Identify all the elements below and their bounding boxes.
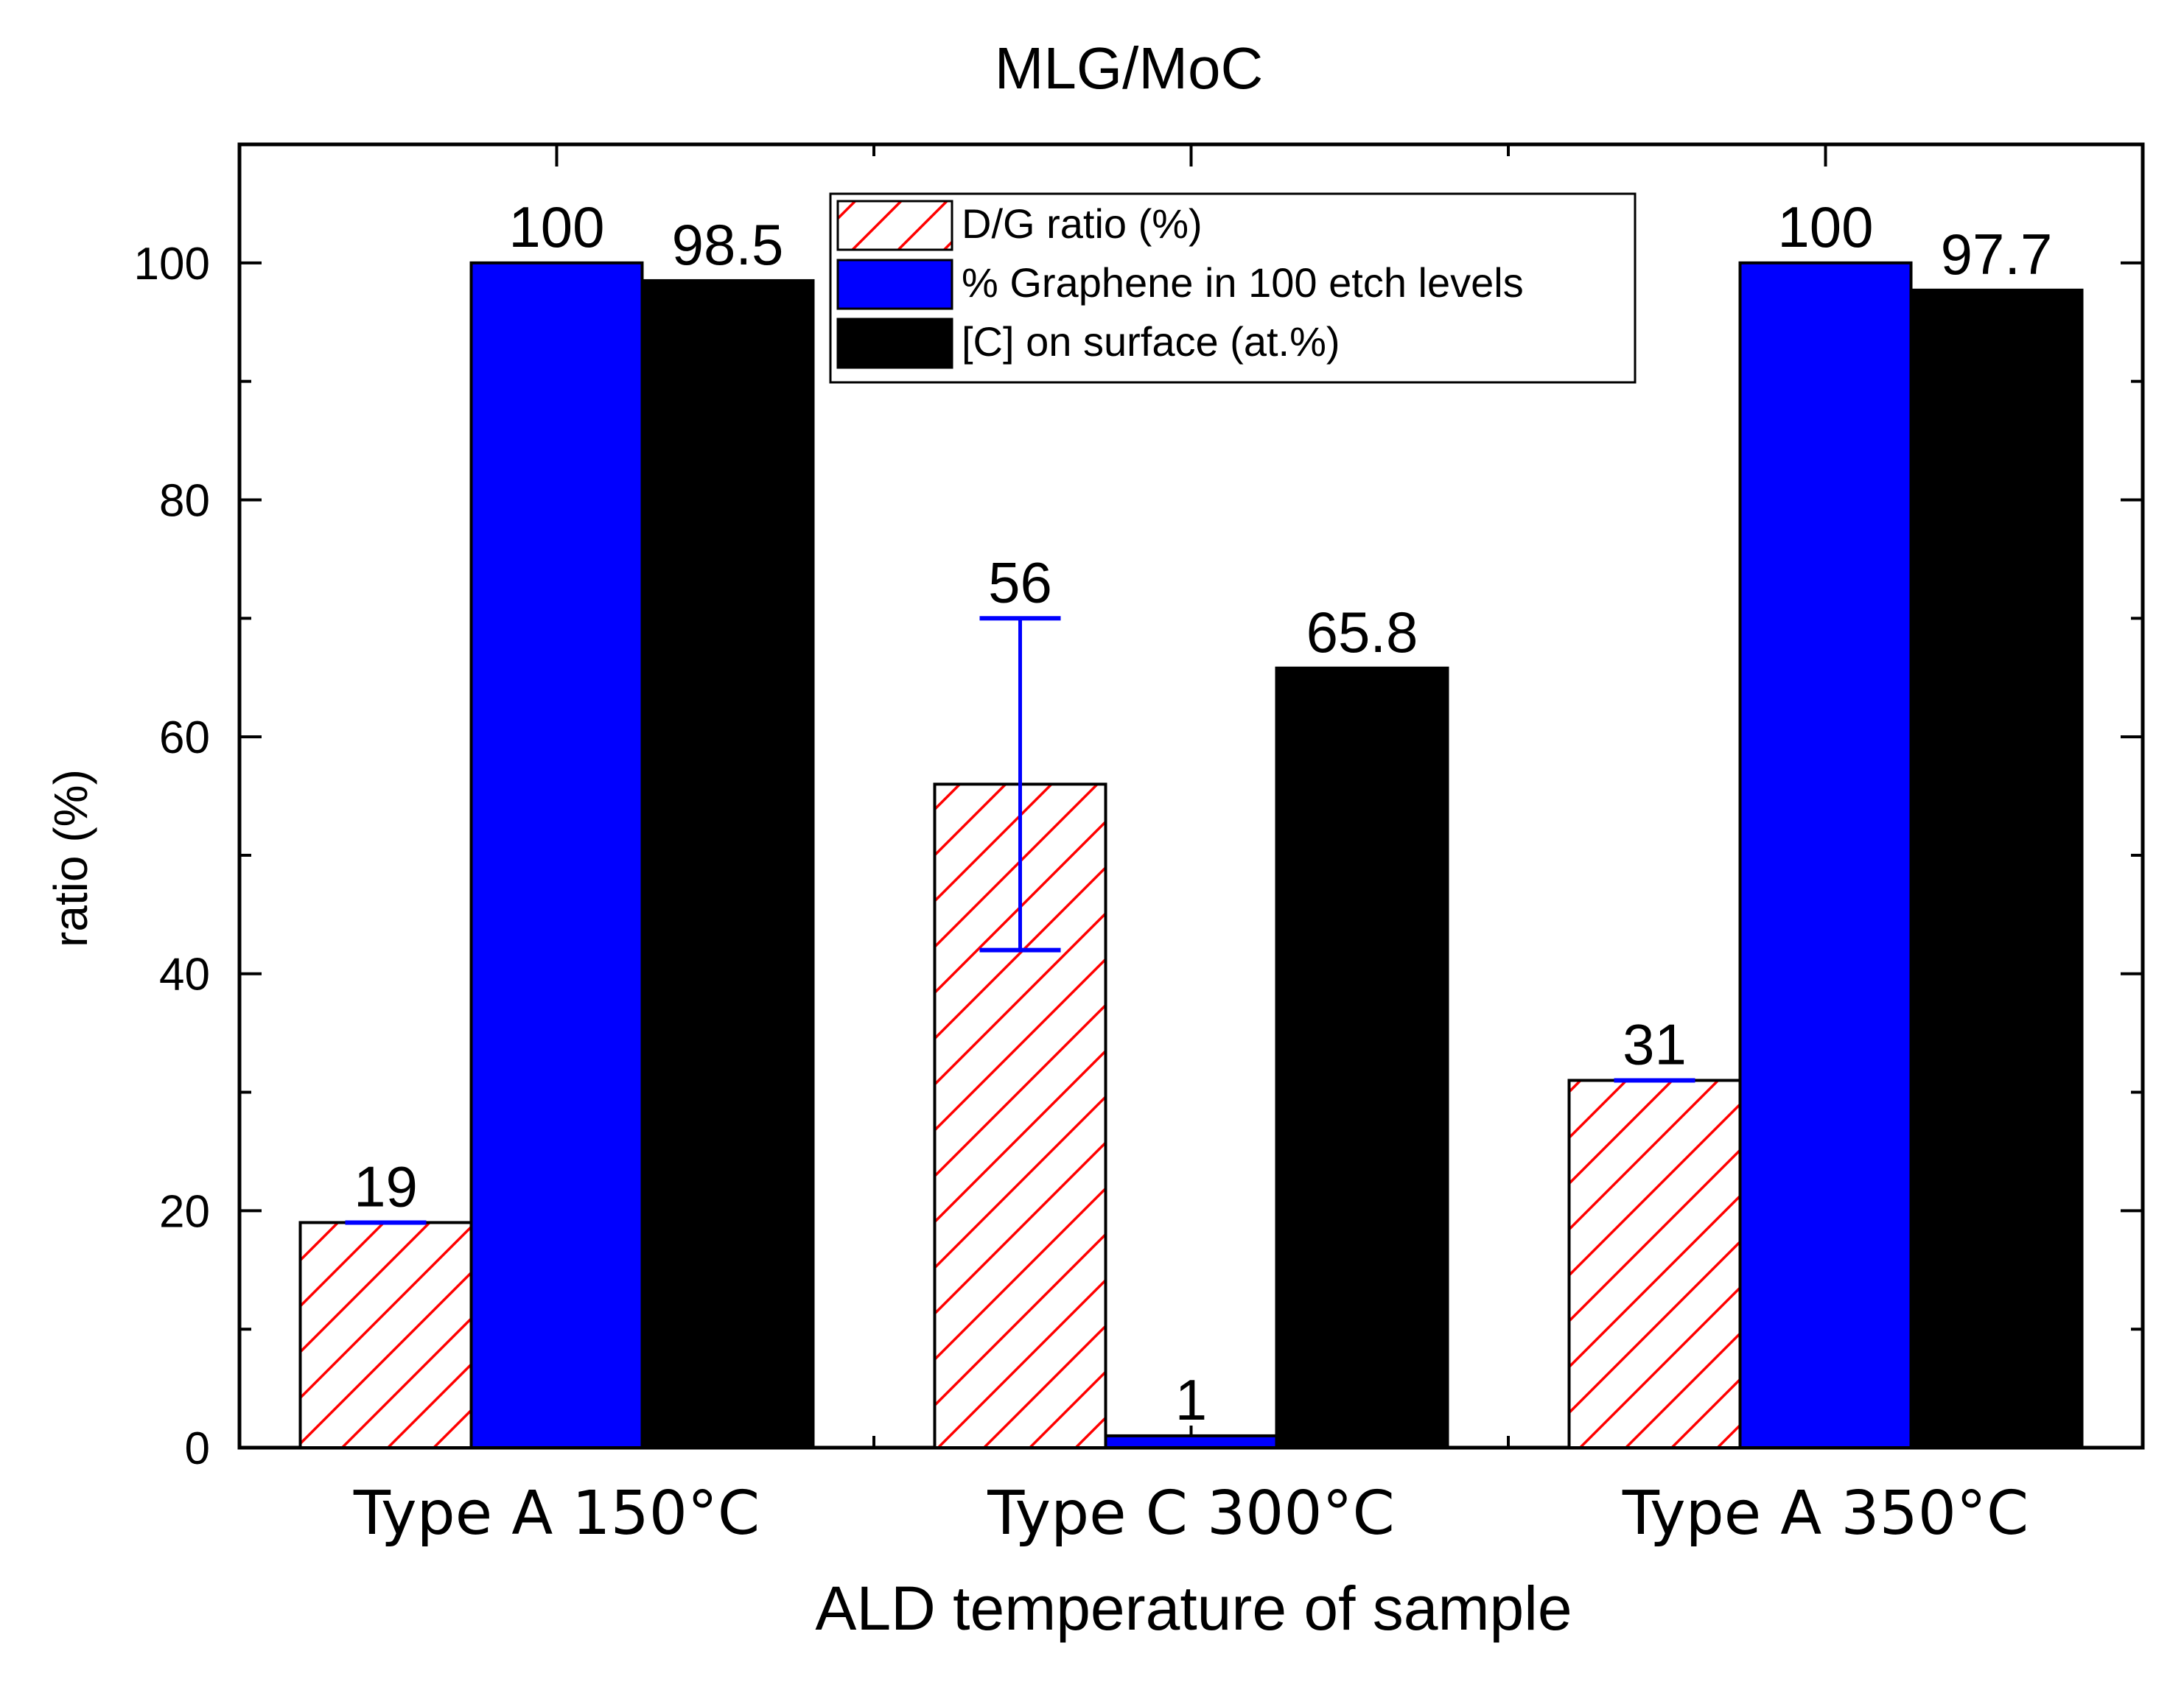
y-axis-label: ratio (%) (44, 769, 97, 947)
y-tick-label: 80 (159, 475, 210, 526)
legend-label: D/G ratio (%) (962, 200, 1203, 247)
chart-title: MLG/MoC (995, 35, 1264, 101)
legend-swatch (836, 200, 953, 251)
x-tick-label: Type A 150°C (353, 1479, 760, 1549)
data-label: 100 (1777, 194, 1873, 259)
data-label: 100 (508, 194, 604, 259)
data-label: 31 (1623, 1012, 1687, 1076)
bar (469, 261, 644, 1449)
bar (1738, 261, 1913, 1449)
bar (1567, 1079, 1742, 1449)
data-label: 65.8 (1306, 600, 1418, 665)
legend-label: % Graphene in 100 etch levels (962, 259, 1524, 306)
legend-swatch (836, 259, 953, 310)
x-tick-label: Type C 300°C (987, 1479, 1395, 1549)
y-tick-label: 0 (185, 1423, 210, 1474)
data-label: 19 (354, 1154, 418, 1219)
y-tick-label: 60 (159, 712, 210, 763)
data-label: 56 (988, 550, 1052, 614)
y-tick-label: 20 (159, 1186, 210, 1237)
data-label: 98.5 (672, 212, 784, 277)
y-tick-label: 40 (159, 950, 210, 1000)
y-tick-label: 100 (134, 239, 210, 290)
x-axis-label: ALD temperature of sample (815, 1574, 1572, 1643)
bar (1909, 288, 2084, 1449)
bar (1104, 1434, 1278, 1450)
bar (1275, 666, 1449, 1449)
legend-swatch (836, 318, 953, 369)
data-label: 1 (1175, 1367, 1207, 1432)
bar (298, 1221, 473, 1449)
data-label: 97.7 (1941, 222, 2053, 287)
legend-label: [C] on surface (at.%) (962, 318, 1340, 365)
x-tick-label: Type A 350°C (1622, 1479, 2029, 1549)
legend-box (829, 192, 1637, 384)
bar (640, 278, 815, 1449)
